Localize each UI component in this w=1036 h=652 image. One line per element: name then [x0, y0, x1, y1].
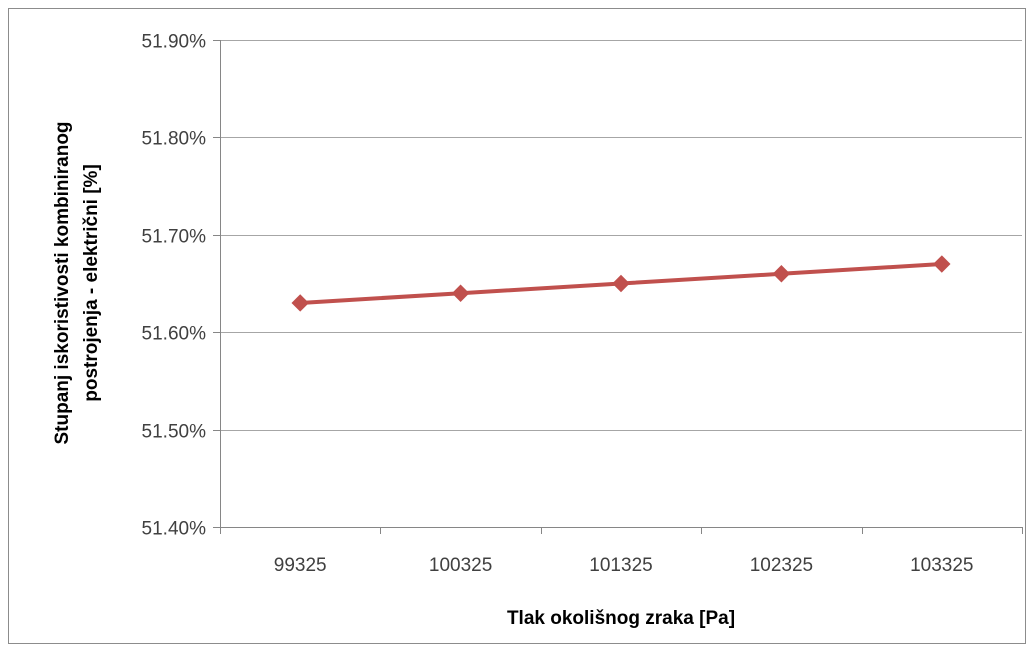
- y-tick-label: 51.60%: [142, 324, 207, 345]
- data-point-marker: [772, 265, 791, 283]
- y-tick-label: 51.80%: [142, 129, 207, 150]
- y-tick-label: 51.50%: [142, 422, 207, 443]
- x-tick-labels: 99325 100325 101325 102325 103325: [274, 555, 974, 576]
- x-tick-label: 99325: [274, 555, 327, 576]
- data-point-marker: [933, 255, 951, 273]
- x-axis-title: Tlak okolišnog zraka [Pa]: [507, 608, 735, 629]
- gridlines: [220, 40, 1022, 431]
- data-point-marker: [451, 284, 470, 302]
- series: [291, 255, 951, 312]
- y-tick-label: 51.90%: [142, 32, 207, 53]
- data-point-marker: [291, 294, 309, 312]
- x-tick-label: 102325: [750, 555, 813, 576]
- data-point-marker: [612, 274, 630, 293]
- y-tick-labels: 51.40% 51.50% 51.60% 51.70% 51.80% 51.90%: [142, 32, 207, 540]
- y-axis-title-line-2: postrojenja - električni [%]: [81, 164, 102, 402]
- x-tick-label: 103325: [910, 555, 973, 576]
- y-axis-title-line-1: Stupanj iskoristivosti kombiniranog: [52, 121, 73, 444]
- axes: [213, 40, 1023, 534]
- x-tick-label: 100325: [429, 555, 492, 576]
- y-tick-label: 51.70%: [142, 227, 207, 248]
- x-tick-label: 101325: [589, 555, 652, 576]
- chart-frame: [8, 8, 1026, 644]
- y-tick-label: 51.40%: [142, 519, 207, 540]
